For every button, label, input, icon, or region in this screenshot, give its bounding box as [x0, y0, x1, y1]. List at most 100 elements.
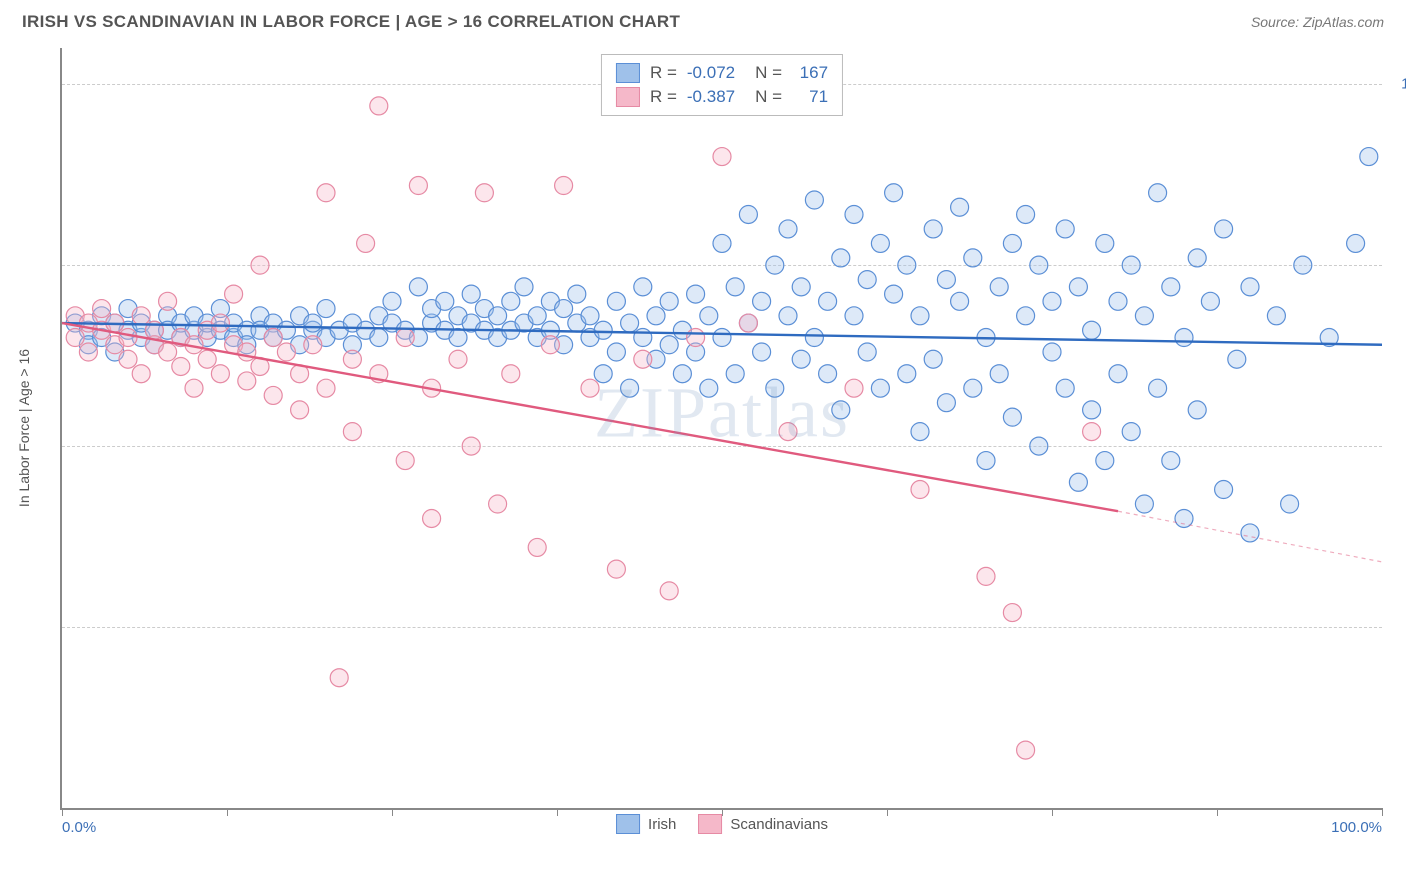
data-point	[753, 343, 771, 361]
data-point	[937, 271, 955, 289]
data-point	[1135, 307, 1153, 325]
data-point	[555, 300, 573, 318]
data-point	[555, 177, 573, 195]
data-point	[502, 292, 520, 310]
data-point	[317, 300, 335, 318]
data-point	[489, 307, 507, 325]
data-point	[1267, 307, 1285, 325]
data-point	[1175, 329, 1193, 347]
legend-label: Irish	[648, 816, 676, 833]
data-point	[541, 336, 559, 354]
n-label: N =	[755, 85, 782, 109]
data-point	[436, 292, 454, 310]
data-point	[687, 329, 705, 347]
data-point	[607, 292, 625, 310]
x-tick	[1217, 808, 1218, 816]
data-point	[924, 220, 942, 238]
data-point	[713, 329, 731, 347]
legend-row: R =-0.072N =167	[616, 61, 828, 85]
data-point	[462, 437, 480, 455]
legend-label: Scandinavians	[730, 816, 828, 833]
data-point	[911, 307, 929, 325]
data-point	[607, 560, 625, 578]
data-point	[330, 669, 348, 687]
data-point	[1241, 524, 1259, 542]
data-point	[805, 191, 823, 209]
data-point	[1030, 256, 1048, 274]
data-point	[159, 343, 177, 361]
y-tick-label: 100.0%	[1392, 76, 1406, 93]
data-point	[990, 278, 1008, 296]
data-point	[1003, 408, 1021, 426]
data-point	[858, 343, 876, 361]
data-point	[449, 329, 467, 347]
data-point	[964, 379, 982, 397]
n-value: 71	[792, 85, 828, 109]
y-tick-label: 25.0%	[1392, 619, 1406, 636]
data-point	[819, 292, 837, 310]
data-point	[475, 184, 493, 202]
data-point	[1135, 495, 1153, 513]
data-point	[739, 314, 757, 332]
y-tick-label: 75.0%	[1392, 257, 1406, 274]
data-point	[357, 234, 375, 252]
data-point	[977, 452, 995, 470]
data-point	[1017, 741, 1035, 759]
r-label: R =	[650, 61, 677, 85]
data-point	[1083, 321, 1101, 339]
data-point	[1215, 220, 1233, 238]
data-point	[911, 423, 929, 441]
data-point	[1017, 205, 1035, 223]
data-point	[119, 329, 137, 347]
data-point	[726, 365, 744, 383]
data-point	[132, 307, 150, 325]
data-point	[317, 379, 335, 397]
data-point	[898, 365, 916, 383]
data-point	[132, 365, 150, 383]
data-point	[396, 329, 414, 347]
data-point	[409, 177, 427, 195]
data-point	[304, 314, 322, 332]
data-point	[951, 198, 969, 216]
data-point	[951, 292, 969, 310]
x-tick	[1052, 808, 1053, 816]
data-point	[607, 343, 625, 361]
data-point	[858, 271, 876, 289]
data-point	[264, 386, 282, 404]
data-point	[1069, 278, 1087, 296]
data-point	[119, 350, 137, 368]
data-point	[198, 350, 216, 368]
data-point	[766, 256, 784, 274]
r-label: R =	[650, 85, 677, 109]
data-point	[1188, 401, 1206, 419]
data-point	[528, 307, 546, 325]
data-point	[1003, 604, 1021, 622]
data-point	[647, 307, 665, 325]
n-label: N =	[755, 61, 782, 85]
data-point	[924, 350, 942, 368]
legend-swatch	[616, 814, 640, 834]
data-point	[1109, 365, 1127, 383]
scatter-svg	[62, 48, 1382, 808]
data-point	[885, 285, 903, 303]
data-point	[713, 234, 731, 252]
data-point	[845, 205, 863, 223]
data-point	[489, 495, 507, 513]
data-point	[621, 314, 639, 332]
plot-region: In Labor Force | Age > 16 25.0%50.0%75.0…	[60, 48, 1382, 810]
data-point	[1294, 256, 1312, 274]
legend-item: Irish	[616, 814, 676, 834]
y-axis-label: In Labor Force | Age > 16	[16, 349, 32, 507]
data-point	[700, 379, 718, 397]
data-point	[739, 205, 757, 223]
data-point	[409, 278, 427, 296]
data-point	[898, 256, 916, 274]
data-point	[634, 350, 652, 368]
data-point	[911, 481, 929, 499]
data-point	[251, 256, 269, 274]
data-point	[792, 350, 810, 368]
data-point	[211, 365, 229, 383]
data-point	[766, 379, 784, 397]
data-point	[726, 278, 744, 296]
legend-swatch	[698, 814, 722, 834]
